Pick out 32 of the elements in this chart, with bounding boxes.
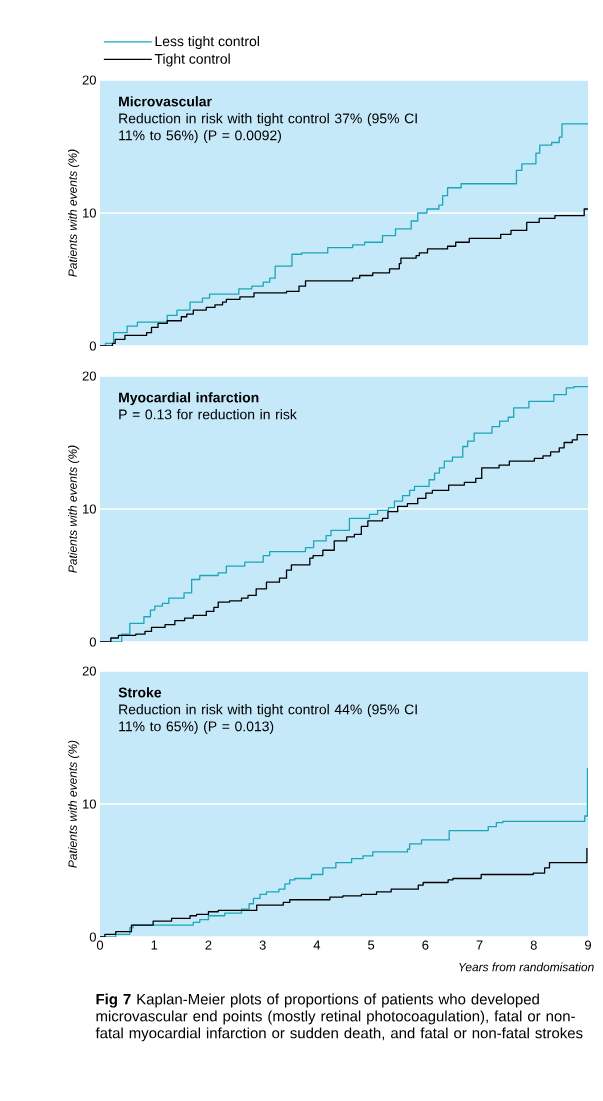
y-axis-title: Patients with events (%) xyxy=(68,149,80,277)
x-tick-label: 6 xyxy=(422,940,429,950)
y-tick-label: 0 xyxy=(89,932,96,942)
x-tick-label: 9 xyxy=(585,940,591,950)
y-tick-label: 10 xyxy=(83,799,96,809)
x-tick-label: 0 xyxy=(96,940,104,950)
y-axis-title: Patients with events (%) xyxy=(68,740,80,868)
y-tick-label: 10 xyxy=(83,504,96,514)
y-axis-title: Patients with events (%) xyxy=(68,445,80,573)
x-tick-label: 7 xyxy=(476,940,483,950)
y-tick-label: 0 xyxy=(89,341,96,351)
x-tick-label: 5 xyxy=(368,940,375,950)
text: Microvascular xyxy=(119,96,212,107)
text: Myocardial infarction xyxy=(119,392,259,406)
legend-label: Less tight control xyxy=(155,35,259,49)
y-tick-label: 0 xyxy=(89,637,96,647)
x-axis-title: Years from randomisation xyxy=(459,962,594,972)
y-tick-label: 20 xyxy=(82,666,96,676)
x-tick-label: 2 xyxy=(205,940,212,950)
x-tick-label: 3 xyxy=(259,940,266,950)
text: Fig 7 Kaplan-Meier plots of proportions of patients who developed microvascular end points (mostly retinal photocoagulation), fatal or non-fatal myocardial infarction or sudden death, and fatal or non-fatal strokes xyxy=(95,993,583,1042)
text: P = 0.13 for reduction in risk xyxy=(119,409,297,420)
y-tick-label: 10 xyxy=(83,208,96,218)
y-tick-label: 20 xyxy=(82,75,96,85)
x-tick-label: 1 xyxy=(151,940,158,950)
y-tick-label: 20 xyxy=(82,371,96,381)
legend-label: Tight control xyxy=(154,53,230,67)
text: Reduction in risk with tight control 44% (95% CI 11% to 65%) (P = 0.013) xyxy=(119,704,417,735)
text: Reduction in risk with tight control 37% (95% CI 11% to 56%) (P = 0.0092) xyxy=(119,113,417,144)
text: Stroke xyxy=(118,687,162,698)
x-tick-label: 8 xyxy=(530,940,537,950)
x-tick-label: 4 xyxy=(313,940,321,950)
